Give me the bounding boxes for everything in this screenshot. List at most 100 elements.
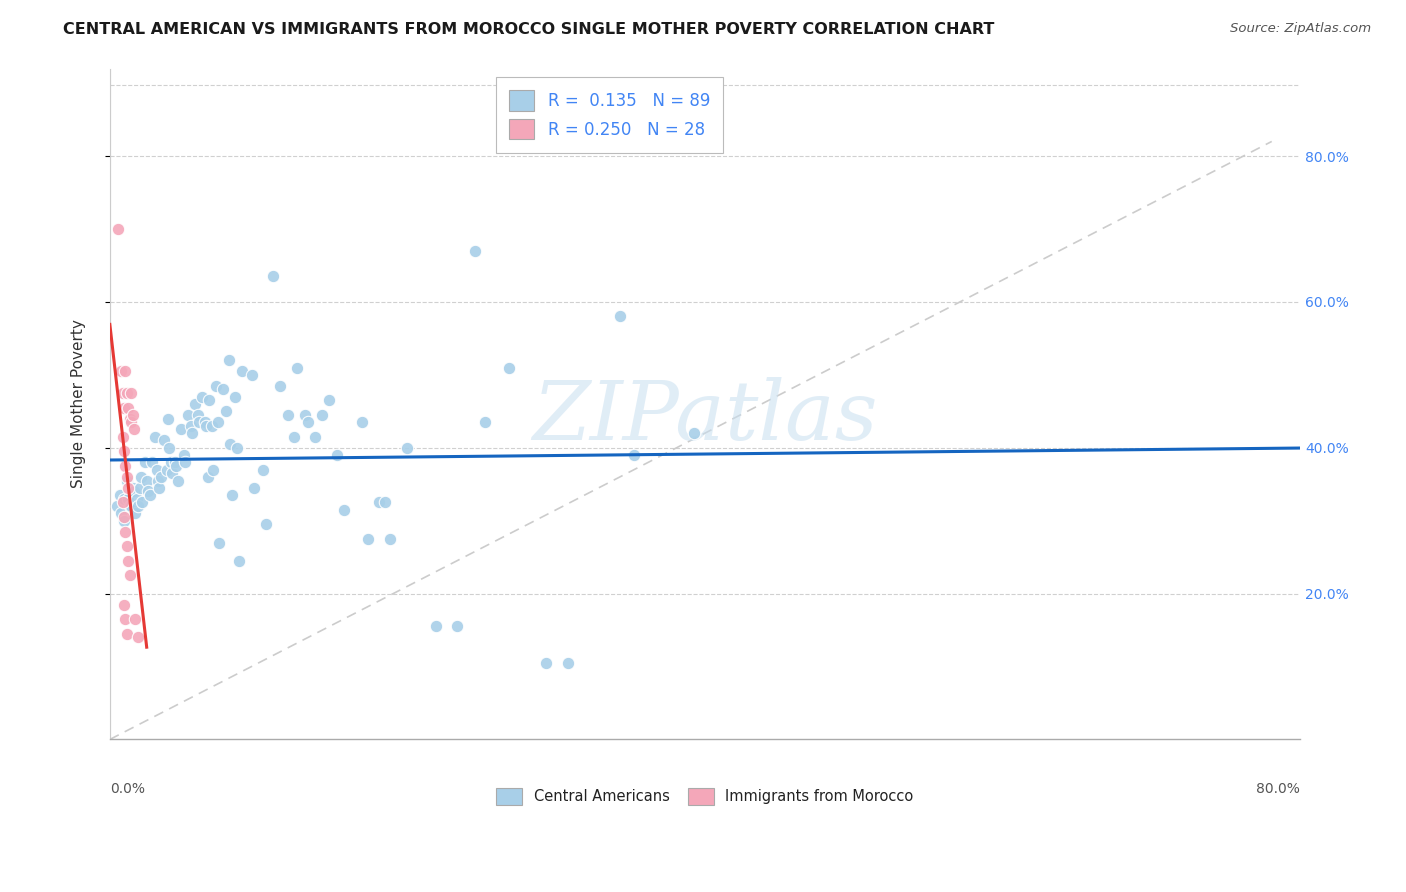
Point (115, 626, 138, 640)
Point (141, 455, 163, 469)
Point (231, 364, 253, 378)
Point (208, 535, 231, 549)
Point (536, 656, 558, 670)
Point (159, 455, 181, 469)
Point (180, 418, 202, 433)
Point (122, 484, 145, 499)
Point (318, 393, 340, 408)
Point (156, 411, 179, 425)
Point (609, 310, 631, 324)
Text: ZIPatlas: ZIPatlas (533, 377, 877, 458)
Point (682, 426, 704, 441)
Point (297, 415, 319, 429)
Point (197, 470, 219, 484)
Point (374, 495, 396, 509)
Point (149, 470, 172, 484)
Point (115, 470, 138, 484)
Point (152, 434, 174, 448)
Point (498, 360, 520, 375)
Point (135, 474, 157, 488)
Point (114, 458, 136, 473)
Point (212, 383, 235, 397)
Point (122, 423, 145, 437)
Point (117, 481, 139, 495)
Point (111, 430, 134, 444)
Point (131, 495, 153, 509)
Point (184, 397, 207, 411)
Point (368, 495, 391, 509)
Point (121, 408, 143, 422)
Point (121, 481, 143, 495)
Point (474, 415, 496, 429)
Point (174, 455, 197, 469)
Point (623, 448, 645, 462)
Point (112, 491, 135, 506)
Y-axis label: Single Mother Poverty: Single Mother Poverty (72, 319, 86, 489)
Point (167, 474, 190, 488)
Point (380, 532, 402, 546)
Point (110, 507, 132, 521)
Legend: Central Americans, Immigrants from Morocco: Central Americans, Immigrants from Moroc… (489, 780, 921, 813)
Point (118, 568, 141, 582)
Point (124, 612, 146, 626)
Point (117, 491, 139, 506)
Point (215, 404, 238, 418)
Point (464, 244, 486, 258)
Point (138, 488, 160, 502)
Point (114, 612, 136, 626)
Point (155, 462, 177, 476)
Point (163, 455, 186, 469)
Point (221, 488, 243, 502)
Point (262, 269, 284, 284)
Text: 80.0%: 80.0% (1256, 782, 1301, 796)
Point (177, 408, 200, 422)
Point (201, 418, 224, 433)
Point (120, 499, 142, 513)
Point (557, 656, 579, 670)
Point (111, 495, 134, 509)
Text: Source: ZipAtlas.com: Source: ZipAtlas.com (1230, 22, 1371, 36)
Point (127, 631, 149, 645)
Point (446, 619, 468, 633)
Point (112, 514, 135, 528)
Point (332, 502, 354, 516)
Point (129, 470, 152, 484)
Point (285, 360, 308, 375)
Point (218, 353, 240, 368)
Point (105, 499, 128, 513)
Point (425, 619, 447, 633)
Point (134, 455, 156, 469)
Point (125, 491, 148, 506)
Point (120, 386, 142, 401)
Point (165, 458, 187, 473)
Point (136, 484, 159, 499)
Point (108, 488, 131, 502)
Point (396, 441, 419, 455)
Point (111, 386, 134, 401)
Point (148, 481, 170, 495)
Point (224, 390, 246, 404)
Point (228, 554, 250, 568)
Point (110, 364, 132, 378)
Point (181, 426, 204, 441)
Point (115, 539, 138, 553)
Point (115, 474, 138, 488)
Point (146, 474, 169, 488)
Point (277, 408, 299, 422)
Point (325, 448, 347, 462)
Point (120, 415, 142, 429)
Point (115, 386, 138, 401)
Point (112, 444, 135, 458)
Point (283, 430, 305, 444)
Point (112, 401, 135, 415)
Point (191, 390, 214, 404)
Point (117, 554, 139, 568)
Point (145, 462, 167, 476)
Point (117, 401, 139, 415)
Point (311, 408, 333, 422)
Point (195, 418, 218, 433)
Point (118, 411, 141, 425)
Point (128, 481, 150, 495)
Point (252, 462, 274, 476)
Point (254, 517, 277, 532)
